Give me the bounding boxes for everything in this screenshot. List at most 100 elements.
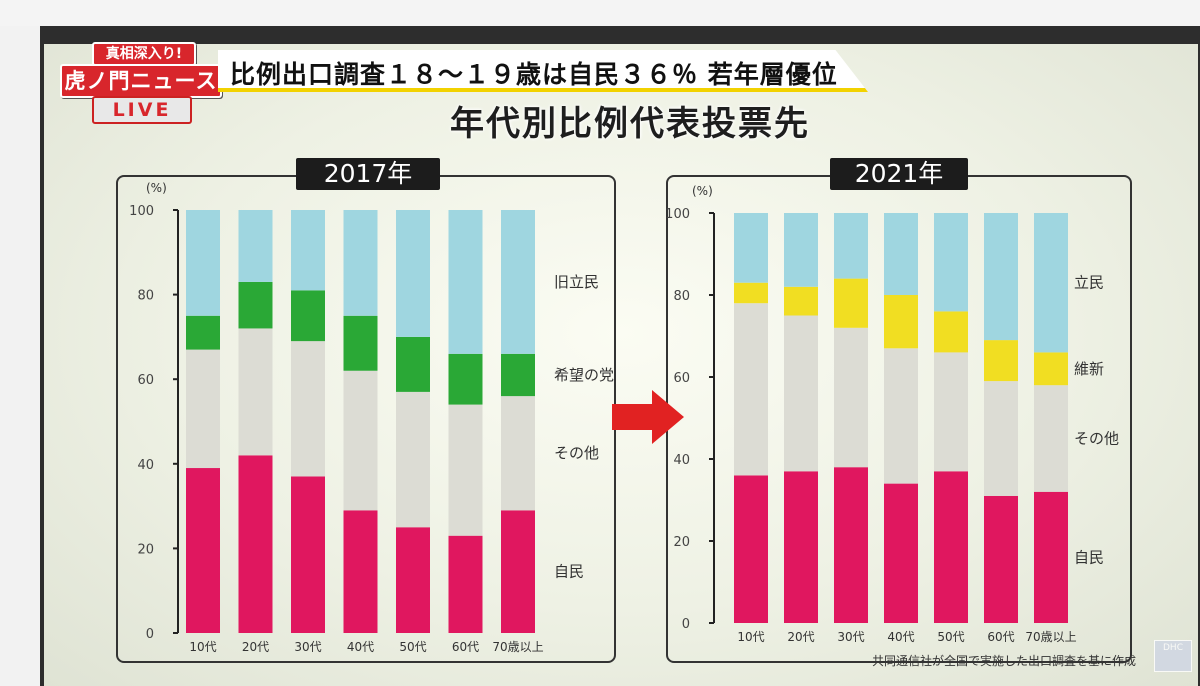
channel-badge: DHC	[1154, 640, 1192, 672]
chart-2021: (%) 0 20 40 60 80 100 10代 20代 30代 40代 50代 60代 70歳以上 自民…	[666, 184, 1119, 644]
bar-segment	[734, 213, 768, 283]
bar-segment	[1034, 213, 1068, 353]
x-tick-label: 30代	[837, 630, 864, 644]
series-label: 自民	[554, 563, 584, 581]
bar-segment	[291, 476, 325, 633]
bar-segment	[238, 328, 273, 456]
x-tick-label: 60代	[987, 630, 1014, 644]
bar-segment	[834, 213, 868, 279]
y-tick-label: 60	[137, 373, 154, 388]
bar-segment	[834, 327, 868, 468]
bar-segment	[1034, 385, 1068, 492]
series-label: 旧立民	[554, 273, 599, 291]
bar-segment	[343, 315, 378, 371]
x-tick-label: 30代	[294, 640, 321, 654]
y-axis-unit: (%)	[146, 181, 167, 195]
headline-banner: 比例出口調査１８～１９歳は自民３６％ 若年層優位	[218, 50, 868, 92]
bar-segment	[984, 340, 1018, 382]
series-label: 立民	[1074, 274, 1104, 292]
bar-segment	[1034, 491, 1068, 623]
bar-segment	[291, 290, 325, 342]
y-tick-label: 80	[137, 289, 154, 304]
bar-segment	[396, 210, 430, 337]
x-tick-label: 40代	[887, 630, 914, 644]
bar-segment	[734, 282, 768, 304]
bar-segment	[396, 336, 430, 392]
bar-segment	[291, 210, 325, 291]
bar-segment	[934, 311, 968, 353]
headline-text: 比例出口調査１８～１９歳は自民３６％ 若年層優位	[230, 60, 838, 89]
bar-segment	[884, 213, 918, 295]
bar-segment	[291, 341, 325, 477]
y-tick-label: 0	[146, 627, 154, 642]
bar-segment	[238, 210, 273, 282]
bar-segment	[448, 353, 483, 405]
y-axis-unit: (%)	[692, 184, 713, 198]
page-title: 年代別比例代表投票先	[450, 104, 810, 144]
bar-segment	[343, 210, 378, 316]
bar-segment	[501, 210, 535, 354]
logo-title: 虎ノ門ニュース	[60, 64, 222, 98]
chart-2017: (%) 0 20 40 60 80 100 10代 20代 30代 40代 50代 60代 70歳以上 自民…	[129, 181, 614, 654]
x-tick-label: 70歳以上	[492, 640, 543, 654]
bar-segment	[934, 213, 968, 312]
bar-segment	[884, 483, 918, 623]
bar-segment	[934, 352, 968, 472]
logo-live: LIVE	[92, 96, 192, 124]
bar-segment	[734, 475, 768, 623]
series-label: その他	[1074, 430, 1119, 448]
show-logo: 真相深入り! 虎ノ門ニュース LIVE	[60, 42, 222, 124]
bar-segment	[784, 315, 818, 472]
y-tick-label: 100	[129, 204, 154, 219]
monitor-bezel	[0, 0, 1200, 26]
bar-segment	[186, 315, 220, 350]
y-tick-label: 100	[666, 207, 690, 222]
bar-segment	[501, 510, 535, 633]
bar-segment	[984, 381, 1018, 496]
bar-segment	[884, 295, 918, 349]
x-tick-label: 20代	[242, 640, 269, 654]
x-tick-label: 50代	[937, 630, 964, 644]
bar-segment	[186, 468, 220, 633]
bar-segment	[884, 348, 918, 484]
bar-segment	[238, 281, 273, 329]
right-arrow-icon	[612, 390, 684, 444]
x-tick-label: 20代	[787, 630, 814, 644]
bar-segment	[984, 213, 1018, 341]
x-tick-label: 10代	[189, 640, 216, 654]
series-label: 希望の党	[554, 366, 614, 384]
bar-segment	[1034, 352, 1068, 386]
bar-segment	[343, 370, 378, 511]
x-tick-label: 70歳以上	[1025, 630, 1076, 644]
bar-segment	[984, 495, 1018, 623]
y-tick-label: 20	[137, 542, 154, 557]
x-tick-label: 10代	[737, 630, 764, 644]
bar-segment	[784, 471, 818, 623]
logo-tagline: 真相深入り!	[92, 42, 196, 66]
series-label: 自民	[1074, 548, 1104, 566]
bar-segment	[448, 404, 483, 536]
bar-segment	[501, 353, 535, 397]
bar-segment	[784, 213, 818, 287]
bar-segment	[343, 510, 378, 633]
y-tick-label: 20	[673, 535, 690, 550]
bar-segment	[784, 286, 818, 316]
bar-segment	[238, 455, 273, 633]
bar-segment	[396, 391, 430, 528]
bar-segment	[448, 210, 483, 354]
y-tick-label: 0	[682, 617, 690, 632]
source-note: 共同通信社が全国で実施した出口調査を基に作成	[872, 654, 1137, 668]
chart-2021-year-tab: 2021年	[830, 158, 968, 190]
bar-segment	[934, 471, 968, 623]
y-tick-label: 40	[137, 458, 154, 473]
chart-2017-year-tab: 2017年	[296, 158, 440, 190]
x-tick-label: 40代	[347, 640, 374, 654]
series-label: その他	[554, 444, 599, 462]
bar-segment	[186, 210, 220, 316]
series-label: 維新	[1074, 360, 1104, 378]
bar-segment	[501, 396, 535, 511]
x-tick-label: 50代	[399, 640, 426, 654]
bar-segment	[834, 278, 868, 328]
y-tick-label: 80	[673, 289, 690, 304]
bar-segment	[734, 303, 768, 476]
